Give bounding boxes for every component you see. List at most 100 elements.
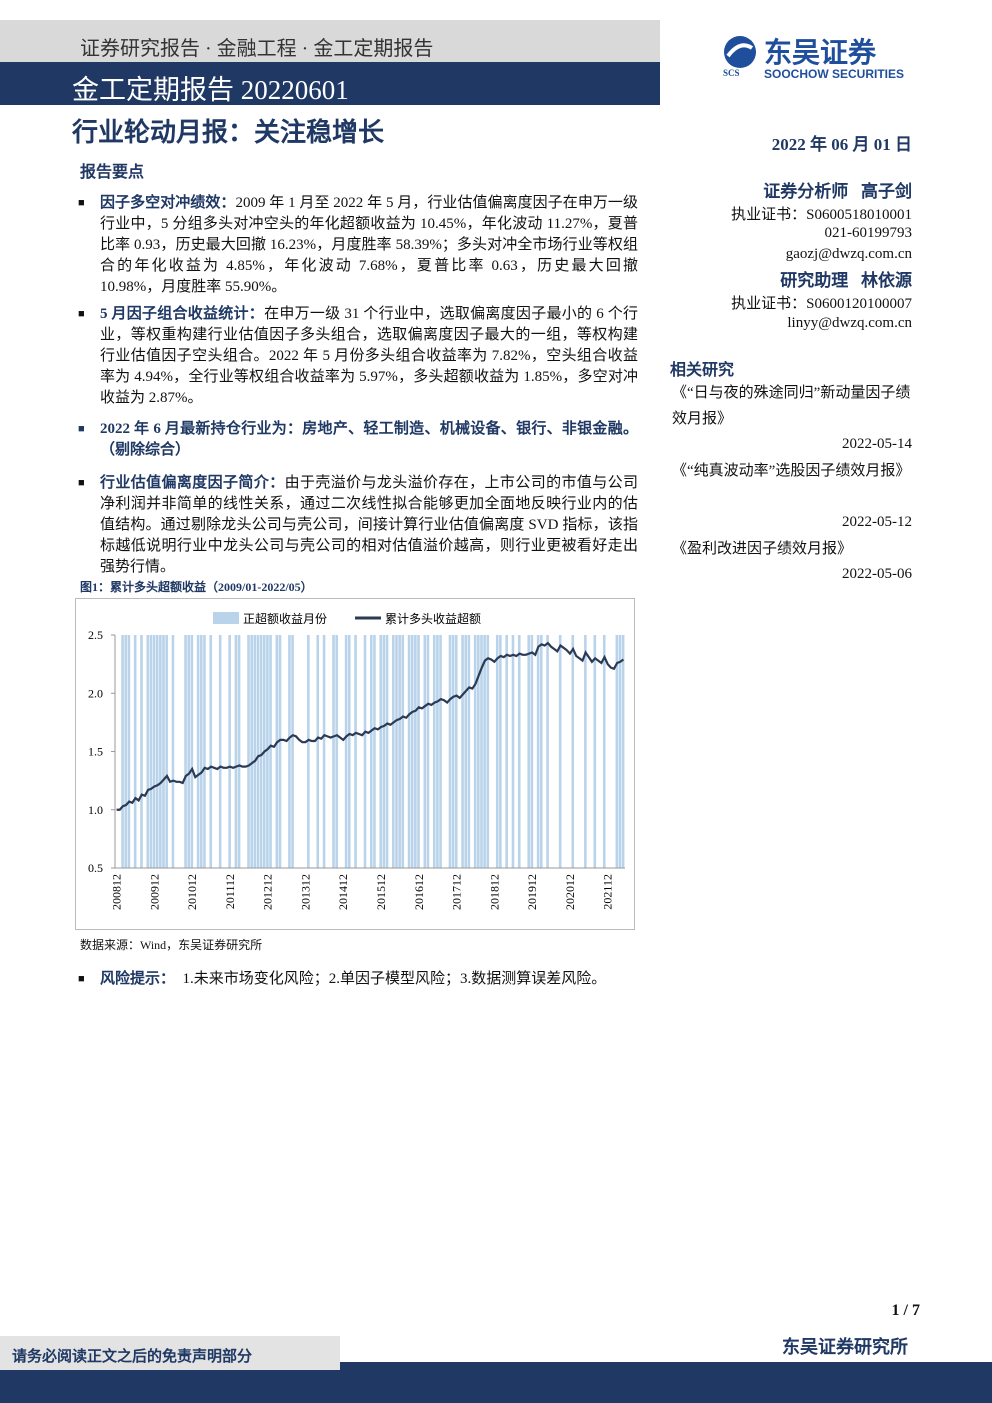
name: 高子剑: [861, 182, 912, 201]
bar: [250, 635, 253, 868]
email: linyy@dwzq.com.cn: [787, 315, 912, 331]
role: 研究助理: [780, 271, 849, 290]
bar: [467, 635, 471, 868]
bar: [218, 635, 222, 868]
source: 数据来源：Wind，东吴证券研究所: [80, 938, 263, 952]
chart: 0.5 1.0 1.5 2.0 2.5 200812 200912 201012 201112 2…: [88, 611, 625, 910]
bullet-lead: 2022 年 6 月最新持仓行业为：: [100, 421, 303, 437]
bar: [266, 635, 269, 868]
breadcrumb: 证券研究报告 · 金融工程 · 金工定期报告: [80, 38, 434, 60]
bar: [307, 635, 310, 868]
bar: [275, 635, 279, 868]
x-tick-label: 202012: [563, 874, 577, 910]
disclaimer-box: [0, 1336, 340, 1370]
bar: [540, 635, 543, 868]
y-tick-label: 1.5: [88, 745, 103, 759]
analyst-role: 研究助理 林依源: [780, 266, 912, 291]
bar: [121, 635, 124, 868]
bar: [398, 635, 401, 868]
role: 证券分析师: [763, 182, 849, 201]
x-tick-label: 201012: [185, 874, 199, 910]
institute: 东吴证券研究所: [782, 1337, 908, 1357]
y-tick-label: 2.5: [88, 628, 103, 642]
bar: [190, 635, 194, 868]
bar: [203, 635, 206, 868]
bar: [159, 635, 162, 868]
bar: [423, 635, 427, 868]
logo-en: SOOCHOW SECURITIES: [764, 67, 904, 81]
y-tick-label: 1.0: [88, 803, 103, 817]
bar: [464, 635, 468, 868]
bar: [536, 635, 540, 868]
bar: [363, 635, 367, 868]
bar: [432, 635, 436, 868]
bar: [395, 635, 398, 868]
bar: [234, 635, 238, 868]
bar: [184, 635, 187, 868]
bar: [621, 635, 625, 868]
bar: [247, 635, 250, 868]
bar: [335, 635, 338, 868]
bullet-lead: 5 月因子组合收益统计：: [100, 306, 265, 322]
bar: [344, 635, 348, 868]
bullet: ■ 2022 年 6 月最新持仓行业为：房地产、轻工制造、机械设备、银行、非银金融…: [78, 421, 638, 458]
bar: [439, 635, 442, 868]
y-tick-label: 2.0: [88, 686, 103, 700]
bar: [382, 635, 386, 868]
x-tick-label: 201412: [336, 874, 350, 910]
bar: [530, 635, 534, 868]
bar: [149, 635, 153, 868]
x-tick-label: 200912: [147, 874, 161, 910]
related-date: 2022-05-12: [842, 514, 912, 530]
bullet-body: 在申万一级 31 个行业中，选取偏离度因子最小的 6 个行业，等权重构建行业估值…: [100, 306, 638, 406]
figure-caption: 图1：累计多头超额收益（2009/01-2022/05）: [80, 580, 313, 594]
logo-cn: 东吴证券: [764, 36, 877, 69]
bar: [140, 635, 143, 868]
related-heading: 相关研究: [670, 362, 735, 379]
bar: [259, 635, 263, 868]
bar: [379, 635, 383, 868]
bar: [124, 635, 128, 868]
bar: [480, 635, 483, 868]
bar: [473, 635, 477, 868]
bar: [196, 635, 200, 868]
bar: [127, 635, 131, 868]
title-band: [0, 62, 660, 105]
bar: [237, 635, 241, 868]
bar: [451, 635, 455, 868]
bar: [558, 635, 562, 868]
bar: [499, 635, 502, 868]
bar: [511, 635, 515, 868]
report-date: 2022 年 06 月 01 日: [771, 135, 912, 154]
bar: [256, 635, 260, 868]
bar: [322, 635, 326, 868]
chart-frame: [75, 598, 635, 930]
bar: [615, 635, 619, 868]
bar: [426, 635, 430, 868]
header-band: [0, 20, 660, 62]
line: [116, 641, 625, 811]
bar: [602, 635, 606, 868]
related-title: 《“纯真波动率”选股因子绩效月报》: [672, 463, 911, 479]
bullet: ■ 5 月因子组合收益统计：在申万一级 31 个行业中，选取偏离度因子最小的 6 …: [78, 306, 638, 406]
x-tick-label: 201512: [374, 874, 388, 910]
x-tick-label: 202112: [601, 874, 615, 910]
bar: [483, 635, 486, 868]
x-tick-label: 201812: [487, 874, 501, 910]
disclaimer: 请务必阅读正文之后的免责声明部分: [12, 1349, 253, 1365]
bar: [455, 635, 458, 868]
bar: [436, 635, 439, 868]
x-tick-label: 201612: [412, 874, 426, 910]
phone: 021-60199793: [824, 225, 913, 241]
bar: [495, 635, 499, 868]
band-text: 金工定期报告 20220601: [72, 75, 349, 105]
x-tick-label: 201912: [525, 874, 539, 910]
bullet: ■ 风险提示： 1.未来市场变化风险；2.单因子模型风险；3.数据测算误差风险。: [78, 971, 607, 987]
bar: [354, 635, 357, 868]
bar: [407, 635, 411, 868]
bar: [209, 635, 213, 868]
bar: [461, 635, 464, 868]
bar: [584, 635, 587, 868]
bar: [385, 635, 389, 868]
name: 林依源: [861, 271, 912, 290]
